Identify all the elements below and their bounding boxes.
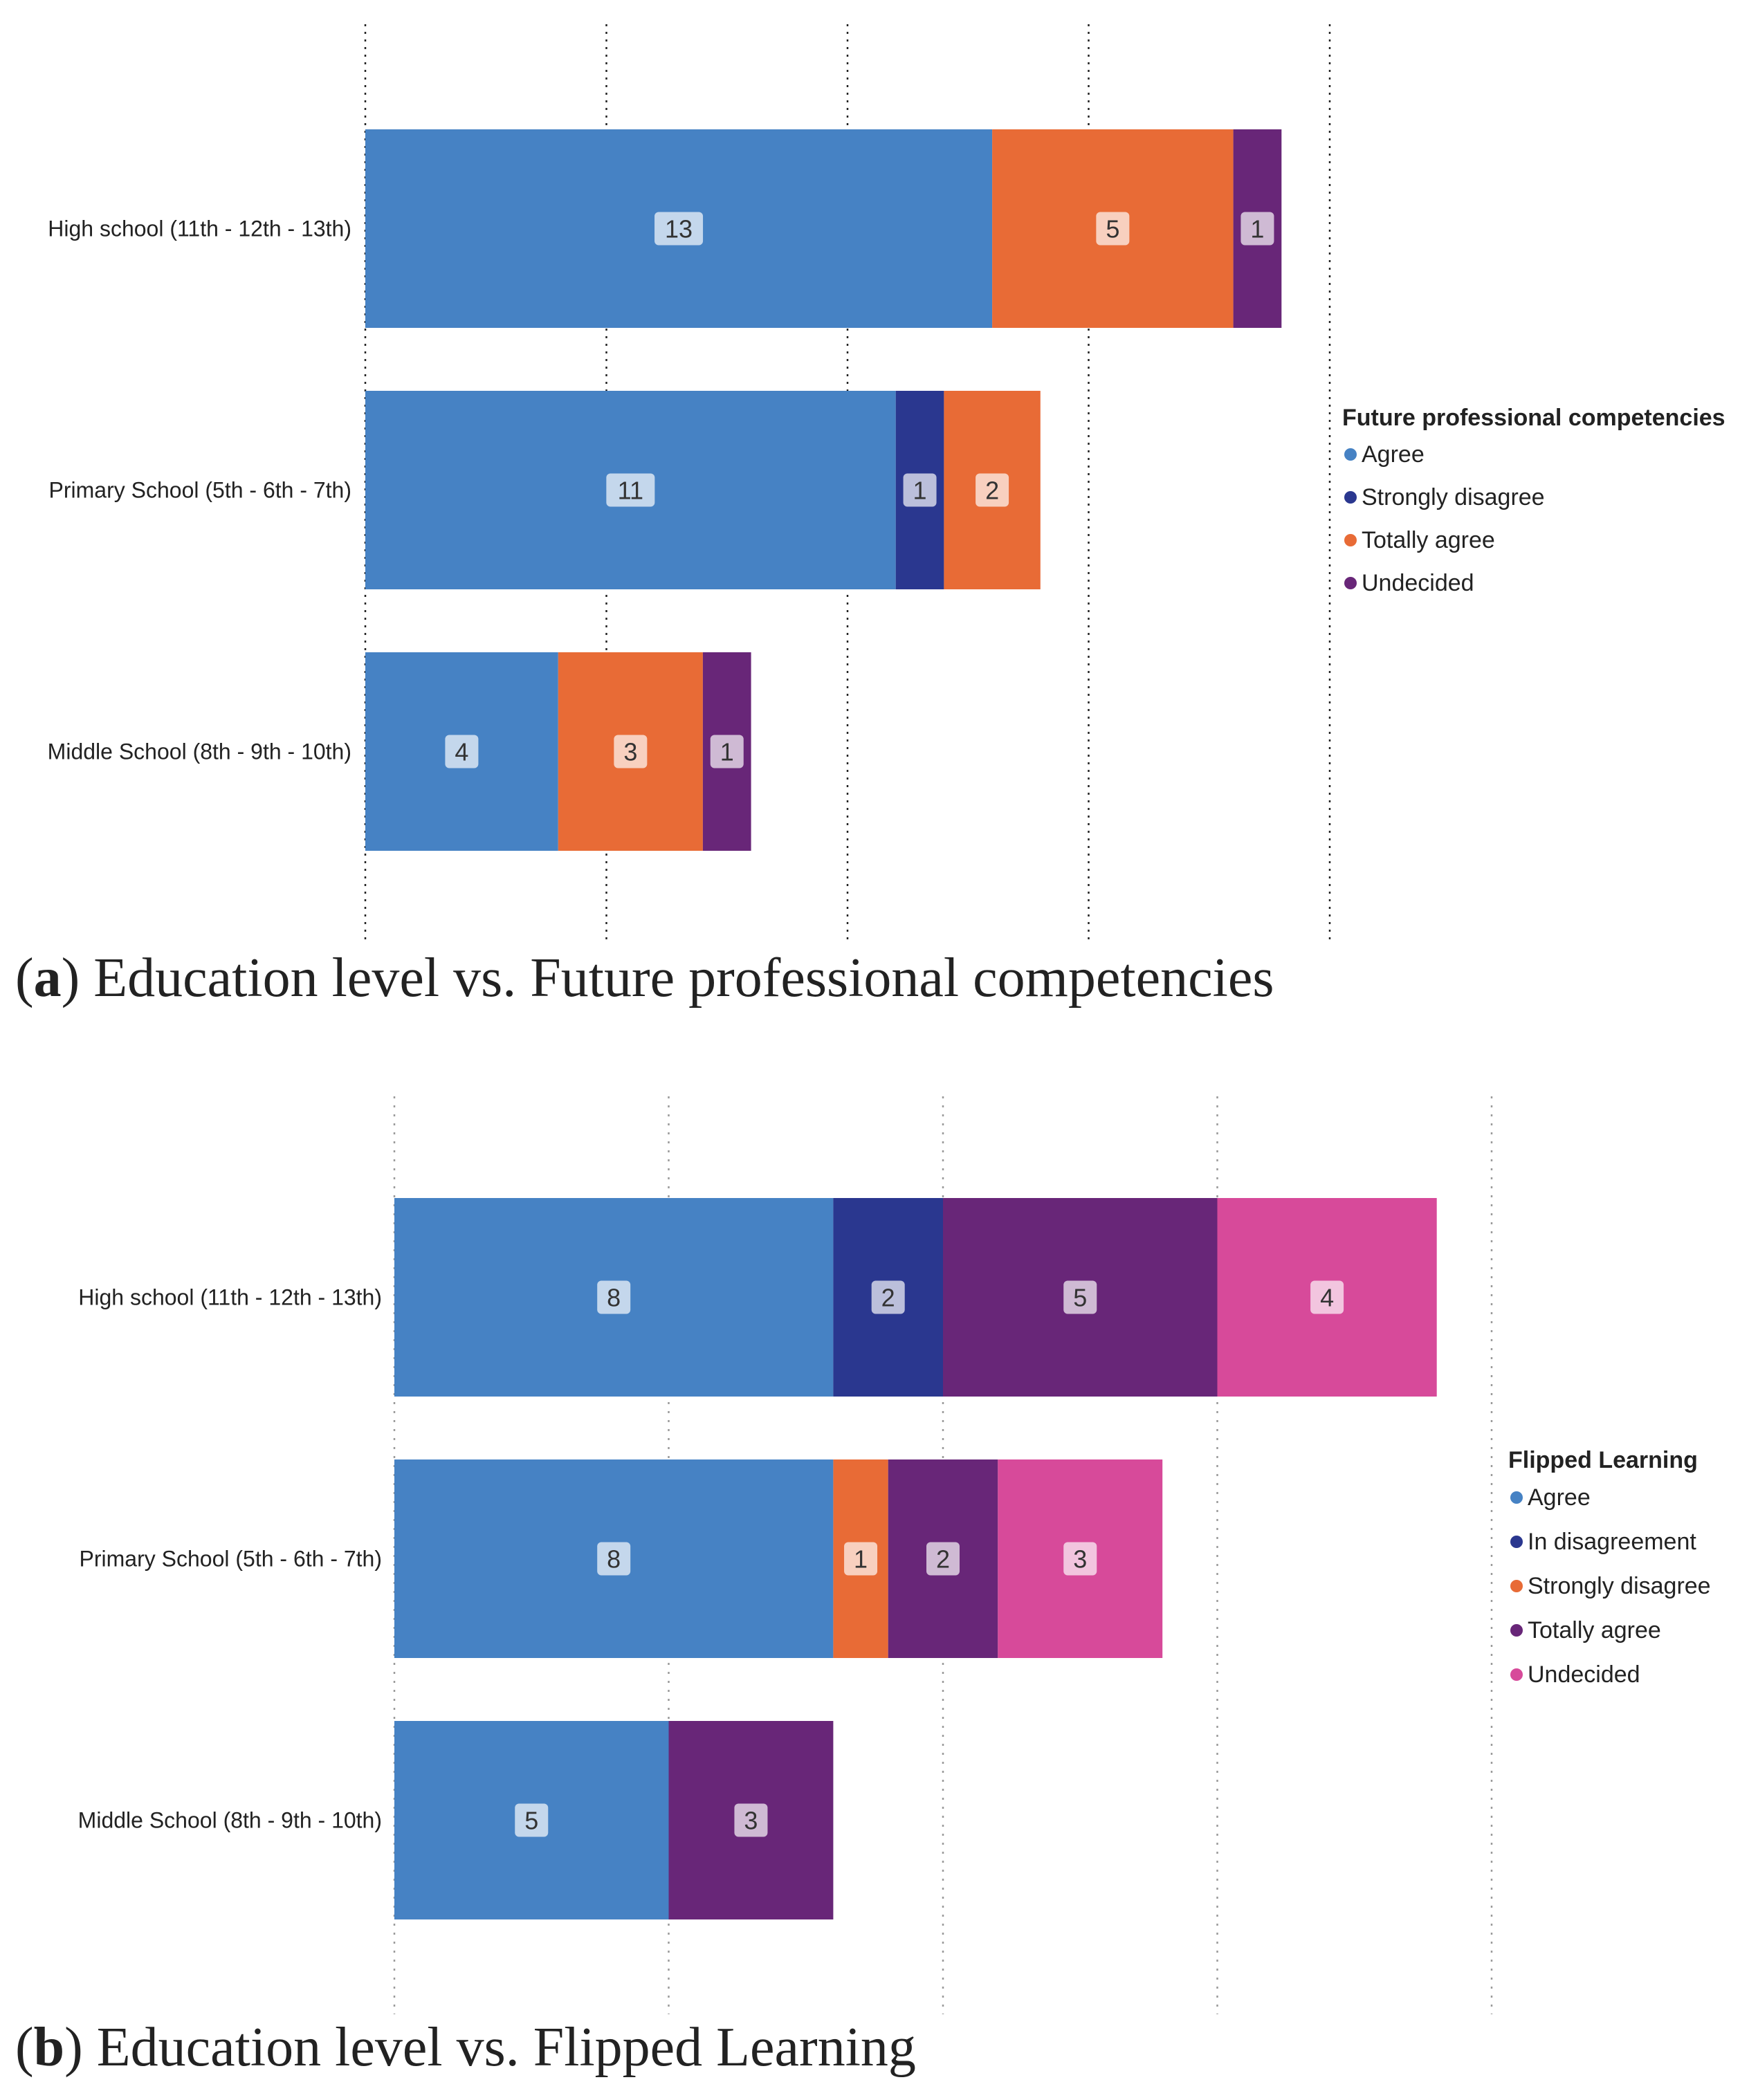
data-label: 4	[1320, 1284, 1334, 1312]
category-label: High school (11th - 12th - 13th)	[78, 1285, 382, 1310]
caption: (b) Education level vs. Flipped Learning	[15, 2017, 916, 2078]
data-label: 3	[623, 738, 637, 766]
data-label-box	[654, 212, 704, 246]
caption-letter: a	[34, 948, 62, 1008]
data-label-box	[597, 1542, 631, 1576]
legend-label-strongly-disagree: Strongly disagree	[1362, 484, 1545, 510]
legend-label-agree: Agree	[1362, 441, 1425, 468]
legend-label-totally-agree: Totally agree	[1528, 1617, 1661, 1643]
category-label: High school (11th - 12th - 13th)	[48, 217, 351, 241]
data-label-box	[597, 1280, 631, 1314]
legend-marker-strongly-disagree	[1510, 1580, 1523, 1592]
legend-marker-in-disagreement	[1510, 1536, 1523, 1548]
legend-marker-totally-agree	[1344, 534, 1357, 546]
data-label: 3	[744, 1807, 758, 1835]
category-label: Middle School (8th - 9th - 10th)	[78, 1808, 382, 1833]
data-label-box	[844, 1542, 878, 1576]
data-label: 1	[913, 477, 927, 505]
legend: Flipped Learning Agree In disagreement Stro…	[1508, 1447, 1711, 1688]
legend-label-agree: Agree	[1528, 1484, 1591, 1511]
data-label-box	[976, 473, 1009, 507]
data-label: 1	[1250, 215, 1264, 243]
data-label-box	[1063, 1280, 1097, 1314]
data-label: 8	[607, 1545, 621, 1574]
data-label: 1	[854, 1545, 868, 1574]
data-label-box	[1063, 1542, 1097, 1576]
data-label-box	[871, 1280, 905, 1314]
category-label: Primary School (5th - 6th - 7th)	[80, 1547, 382, 1572]
data-label: 2	[985, 477, 999, 505]
category-label: Middle School (8th - 9th - 10th)	[48, 739, 351, 764]
data-label-box	[1240, 212, 1274, 246]
legend: Future professional competencies Agree Str…	[1342, 405, 1725, 596]
legend-label-strongly-disagree: Strongly disagree	[1528, 1573, 1711, 1599]
legend-marker-undecided	[1344, 577, 1357, 589]
data-label-box	[614, 735, 648, 768]
legend-marker-totally-agree	[1510, 1624, 1523, 1637]
data-label-box	[1310, 1280, 1344, 1314]
legend-marker-strongly-disagree	[1344, 491, 1357, 504]
data-label-box	[445, 735, 479, 768]
caption-text: ) Education level vs. Future professiona…	[62, 948, 1274, 1008]
data-label: 2	[936, 1545, 950, 1574]
data-label-box	[710, 735, 744, 768]
data-label-box	[1096, 212, 1130, 246]
caption-letter: b	[34, 2017, 65, 2078]
data-label: 13	[665, 215, 693, 243]
data-label: 11	[618, 477, 643, 505]
data-label-box	[903, 473, 937, 507]
data-label: 2	[881, 1284, 895, 1312]
legend-label-undecided: Undecided	[1528, 1661, 1640, 1688]
legend-title: Flipped Learning	[1508, 1447, 1698, 1473]
chart-a: High school (11th - 12th - 13th) 13 5 1Prim…	[15, 24, 1725, 1008]
caption-open-paren: (	[15, 2017, 34, 2078]
data-label: 5	[524, 1807, 538, 1835]
data-label-box	[515, 1803, 549, 1837]
caption-text: ) Education level vs. Flipped Learning	[64, 2017, 916, 2078]
category-label: Primary School (5th - 6th - 7th)	[49, 478, 351, 503]
data-label: 5	[1106, 215, 1119, 243]
legend-label-in-disagreement: In disagreement	[1528, 1529, 1696, 1555]
legend-marker-agree	[1344, 448, 1357, 461]
data-label: 1	[720, 738, 734, 766]
data-label: 4	[455, 738, 468, 766]
caption-open-paren: (	[15, 948, 34, 1008]
data-label: 3	[1073, 1545, 1087, 1574]
data-label-box	[926, 1542, 960, 1576]
legend-label-totally-agree: Totally agree	[1362, 527, 1495, 553]
chart-b: High school (11th - 12th - 13th) 8 2 5 4 Prim…	[15, 1096, 1711, 2078]
legend-marker-agree	[1510, 1491, 1523, 1504]
data-label-box	[606, 473, 655, 507]
data-label-box	[734, 1803, 768, 1837]
legend-marker-undecided	[1510, 1668, 1523, 1681]
data-label: 8	[607, 1284, 621, 1312]
legend-label-undecided: Undecided	[1362, 570, 1474, 596]
data-label: 5	[1073, 1284, 1087, 1312]
legend-title: Future professional competencies	[1342, 405, 1725, 431]
caption: (a) Education level vs. Future professio…	[15, 948, 1274, 1008]
